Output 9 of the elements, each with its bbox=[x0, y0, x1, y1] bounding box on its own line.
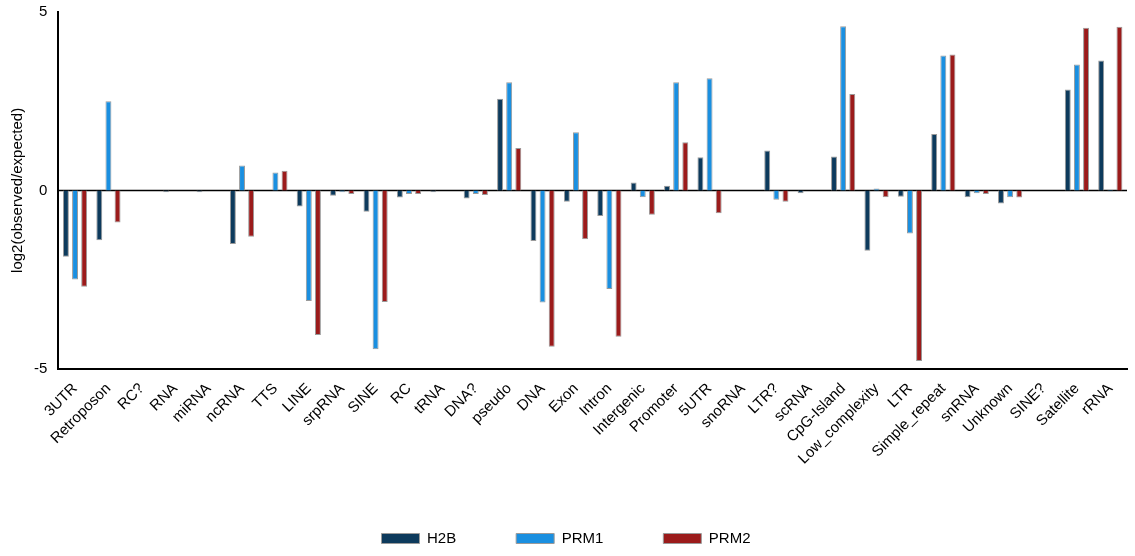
legend-label: H2B bbox=[426, 528, 457, 546]
x-tick-label: RC bbox=[386, 379, 415, 407]
y-tick-label: -5 bbox=[33, 358, 48, 376]
legend-label: PRM1 bbox=[561, 528, 604, 546]
legend-label: PRM2 bbox=[708, 528, 751, 546]
x-tick-label: TTS bbox=[248, 379, 281, 412]
y-axis-title: log2(observed/expected) bbox=[8, 107, 26, 273]
y-tick-label: 0 bbox=[38, 180, 48, 198]
y-tick-label: 5 bbox=[38, 2, 48, 20]
